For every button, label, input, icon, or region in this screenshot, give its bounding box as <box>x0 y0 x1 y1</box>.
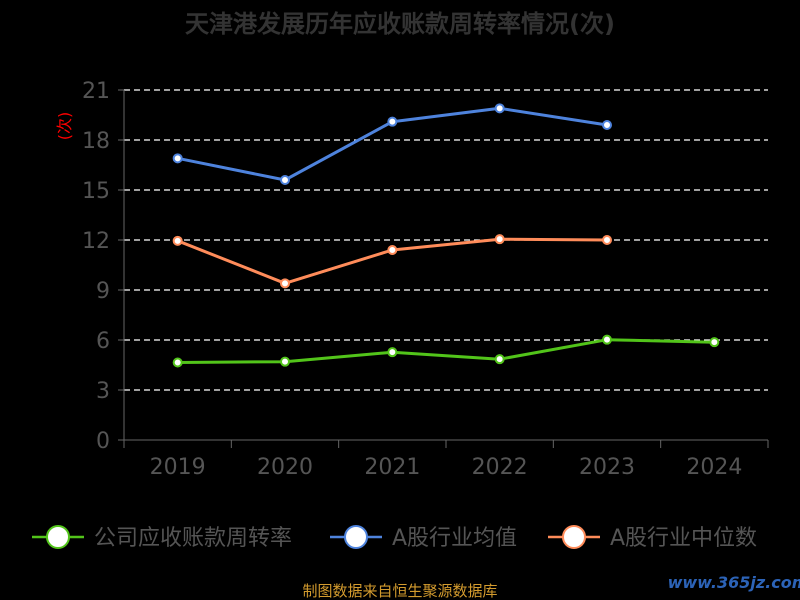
data-point <box>494 354 505 365</box>
data-point <box>709 337 720 348</box>
x-tick-label: 2021 <box>364 455 420 480</box>
y-tick-label: 6 <box>96 329 110 354</box>
y-tick-label: 18 <box>82 129 110 154</box>
legend-entry: 公司应收账款周转率 <box>94 526 292 551</box>
y-tick-label: 9 <box>96 279 110 304</box>
data-point <box>280 175 290 185</box>
legend-entry: A股行业均值 <box>392 526 517 551</box>
data-point <box>172 235 183 246</box>
y-tick-label: 3 <box>96 379 110 404</box>
legend-marker <box>46 525 70 549</box>
data-point <box>172 357 183 368</box>
source-note: 制图数据来自恒生聚源数据库 <box>302 582 497 600</box>
legend-marker <box>562 525 586 549</box>
y-tick-label: 12 <box>82 229 110 254</box>
legend: 公司应收账款周转率 A股行业均值 A股行业中位数 <box>32 525 757 551</box>
axes: 0 3 6 9 12 15 18 21 2019 2020 2021 2022 2023 2024 <box>82 79 769 480</box>
gridlines <box>124 89 768 391</box>
x-tick-label: 2024 <box>686 455 742 480</box>
legend-marker <box>344 525 368 549</box>
data-point <box>280 278 290 289</box>
data-point <box>494 103 505 114</box>
chart-title: 天津港发展历年应收账款周转率情况(次) <box>185 10 615 38</box>
data-point <box>602 235 612 245</box>
y-tick-label: 0 <box>96 429 110 454</box>
y-axis-label: (次) <box>55 112 74 141</box>
data-point <box>387 116 398 127</box>
data-point <box>602 334 612 345</box>
watermark: www.365jz.com <box>668 573 800 592</box>
x-tick-label: 2020 <box>257 455 313 480</box>
data-point <box>387 347 398 358</box>
data-point <box>494 234 505 245</box>
data-point <box>280 356 290 367</box>
y-tick-label: 15 <box>82 179 110 204</box>
series-layer <box>172 103 720 368</box>
y-tick-label: 21 <box>82 79 110 104</box>
x-tick-label: 2023 <box>579 455 635 480</box>
data-point <box>602 120 612 130</box>
x-tick-label: 2022 <box>472 455 528 480</box>
data-point <box>172 153 183 164</box>
legend-entry: A股行业中位数 <box>610 526 757 551</box>
series-line <box>177 338 715 364</box>
x-tick-label: 2019 <box>150 455 206 480</box>
data-point <box>387 245 398 255</box>
